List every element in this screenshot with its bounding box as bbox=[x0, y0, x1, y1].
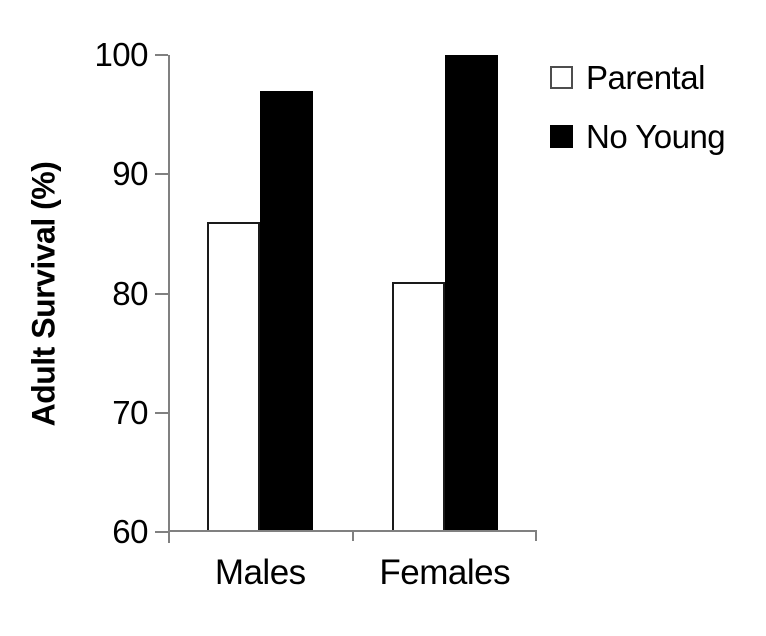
plot-area: 60 70 80 90 100 Males Females bbox=[94, 38, 537, 592]
legend: Parental No Young bbox=[550, 59, 726, 155]
x-category-label-females: Females bbox=[379, 553, 511, 592]
x-category-label-males: Males bbox=[214, 553, 306, 592]
legend-swatch-no-young-icon bbox=[550, 125, 573, 148]
legend-item-parental: Parental bbox=[550, 59, 725, 96]
bar-males-parental bbox=[207, 221, 261, 532]
x-tick-1 bbox=[351, 532, 354, 541]
y-tick-label-90: 90 bbox=[112, 155, 148, 193]
y-tick-80 bbox=[155, 292, 168, 295]
x-tick-0 bbox=[168, 532, 170, 541]
y-tick-90 bbox=[155, 173, 168, 176]
legend-label-no-young: No Young bbox=[586, 118, 726, 155]
legend-swatch-parental-icon bbox=[550, 66, 573, 89]
x-tick-2 bbox=[535, 532, 537, 541]
y-tick-60 bbox=[155, 531, 168, 533]
legend-item-no-young: No Young bbox=[550, 118, 726, 155]
y-tick-label-70: 70 bbox=[112, 393, 148, 431]
y-tick-label-60: 60 bbox=[112, 513, 148, 550]
bar-females-no-young bbox=[444, 55, 498, 532]
bar-males-no-young bbox=[260, 90, 314, 532]
y-tick-label-80: 80 bbox=[112, 274, 148, 312]
legend-label-parental: Parental bbox=[586, 59, 705, 96]
y-tick-70 bbox=[155, 411, 168, 414]
y-tick-label-100: 100 bbox=[94, 36, 148, 73]
y-axis-line bbox=[168, 55, 170, 543]
bar-females-parental bbox=[391, 281, 445, 532]
y-tick-100 bbox=[155, 54, 168, 56]
x-axis-line bbox=[168, 530, 537, 532]
